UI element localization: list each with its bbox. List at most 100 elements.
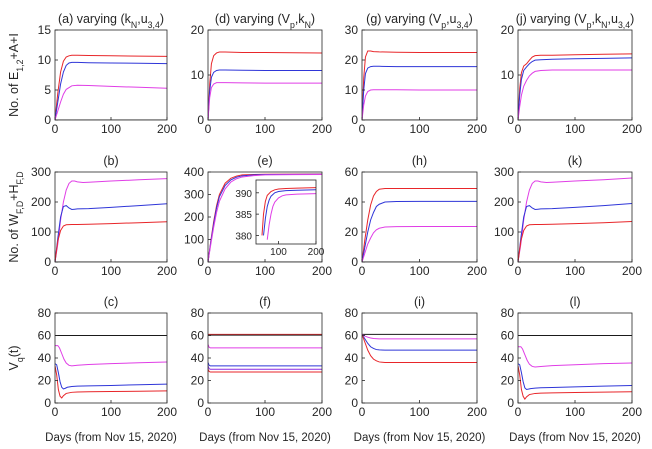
y-tick-label: 80 — [38, 306, 52, 320]
y-tick-label: 300 — [31, 165, 51, 179]
y-tick-label: 380 — [235, 231, 252, 242]
x-tick-label: 100 — [101, 405, 121, 419]
x-tick-label: 100 — [409, 405, 429, 419]
series-group — [208, 51, 322, 120]
panel-title: (h) — [412, 154, 427, 168]
series-line-magenta — [362, 89, 477, 120]
series-line-blue — [362, 65, 477, 120]
plot-area — [362, 172, 477, 262]
x-tick-label: 0 — [359, 264, 366, 278]
y-tick-label: 20 — [345, 225, 359, 239]
plot-area — [55, 30, 167, 120]
y-axis-label-row-2: No. of WF,D+HF,D — [7, 171, 25, 262]
y-axis-label-row-1: No. of E1,2+A+I — [7, 33, 25, 117]
plot-area — [208, 30, 322, 120]
panel-title: (k) — [568, 154, 583, 168]
panel-title: (a) varying (kN,u3,4) — [58, 12, 164, 30]
y-tick-label: 40 — [38, 351, 52, 365]
y-tick-label: 20 — [191, 23, 205, 37]
x-tick-label: 0 — [515, 405, 522, 419]
x-tick-label: 0 — [515, 264, 522, 278]
series-line-red2 — [208, 369, 322, 373]
x-tick-label: 200 — [467, 122, 487, 136]
series-line-magenta — [208, 344, 322, 349]
x-tick-label: 0 — [205, 122, 212, 136]
y-tick-label: 200 — [494, 195, 514, 209]
panel-title: (d) varying (Vp,kN) — [215, 12, 315, 30]
y-tick-label: 10 — [38, 53, 52, 67]
panel-d: 0 100 200 0 10 20 (d) varying (Vp,kN) — [191, 12, 333, 136]
y-tick-label: 40 — [345, 351, 359, 365]
y-tick-label: 20 — [501, 374, 515, 388]
series-group — [261, 187, 316, 240]
x-tick-label: 200 — [157, 264, 177, 278]
series-line-red — [518, 365, 632, 400]
panel-title: (g) varying (Vp,u3,4) — [366, 12, 473, 30]
plot-area — [362, 30, 477, 120]
series-line-magenta — [266, 193, 316, 240]
x-tick-label: 200 — [467, 264, 487, 278]
x-tick-label: 100 — [409, 264, 429, 278]
y-tick-label: 5 — [44, 83, 51, 97]
panel-i: 0 100 200 0 20 40 60 80 (i) — [345, 295, 488, 419]
y-tick-label: 40 — [345, 195, 359, 209]
y-tick-label: 60 — [191, 329, 205, 343]
plot-area — [55, 172, 167, 262]
series-line-magenta — [208, 173, 322, 262]
series-line-blue — [208, 69, 322, 120]
series-line-blue — [55, 61, 167, 120]
y-tick-label: 100 — [494, 225, 514, 239]
y-tick-label: 0 — [197, 396, 204, 410]
x-tick-label: 0 — [52, 405, 59, 419]
plot-area — [518, 30, 632, 120]
x-tick-label: 200 — [622, 405, 642, 419]
series-group — [55, 335, 167, 399]
series-group — [518, 335, 632, 400]
y-tick-label: 200 — [31, 195, 51, 209]
series-line-red — [362, 188, 477, 262]
series-group — [208, 333, 322, 373]
y-tick-label: 60 — [345, 165, 359, 179]
panel-title: (e) — [257, 154, 272, 168]
y-tick-label: 390 — [235, 189, 252, 200]
panel-k: 0 100 200 0 100 200 300 (k) — [494, 154, 642, 278]
series-line-magenta — [362, 225, 477, 262]
x-tick-label: 200 — [157, 405, 177, 419]
x-axis-label: Days (from Nov 15, 2020) — [199, 432, 331, 444]
series-line-red — [362, 334, 477, 363]
series-line-blue — [518, 57, 632, 120]
y-tick-label: 20 — [501, 23, 515, 37]
y-tick-label: 0 — [507, 255, 514, 269]
y-tick-label: 0 — [351, 113, 358, 127]
series-line-blue — [263, 189, 316, 236]
series-line-red — [261, 187, 316, 236]
panel-l: 0 100 200 0 20 40 60 80 (l) — [501, 295, 643, 419]
panel-b: 0 100 200 0 100 200 300 (b) — [31, 154, 177, 278]
series-line-blue — [518, 363, 632, 391]
x-tick-label: 100 — [270, 247, 287, 258]
series-group — [362, 188, 477, 262]
series-line-magenta — [208, 82, 322, 120]
x-tick-label: 200 — [622, 264, 642, 278]
plot-area — [208, 313, 322, 403]
series-line-magenta — [55, 345, 167, 367]
series-line-blue — [55, 203, 167, 262]
series-group — [55, 178, 167, 262]
x-tick-label: 0 — [205, 264, 212, 278]
x-tick-label: 200 — [467, 405, 487, 419]
series-group — [362, 333, 477, 363]
y-tick-label: 80 — [191, 306, 205, 320]
series-line-red — [362, 50, 477, 120]
y-tick-label: 200 — [184, 210, 204, 224]
y-tick-label: 0 — [507, 396, 514, 410]
plot-area — [518, 313, 632, 403]
y-tick-label: 385 — [235, 210, 252, 221]
y-tick-label: 20 — [345, 374, 359, 388]
y-tick-label: 60 — [501, 329, 515, 343]
x-tick-label: 0 — [205, 405, 212, 419]
panel-title: (c) — [104, 295, 119, 309]
series-line-red — [208, 51, 322, 120]
y-tick-label: 20 — [345, 53, 359, 67]
y-tick-label: 10 — [191, 68, 205, 82]
